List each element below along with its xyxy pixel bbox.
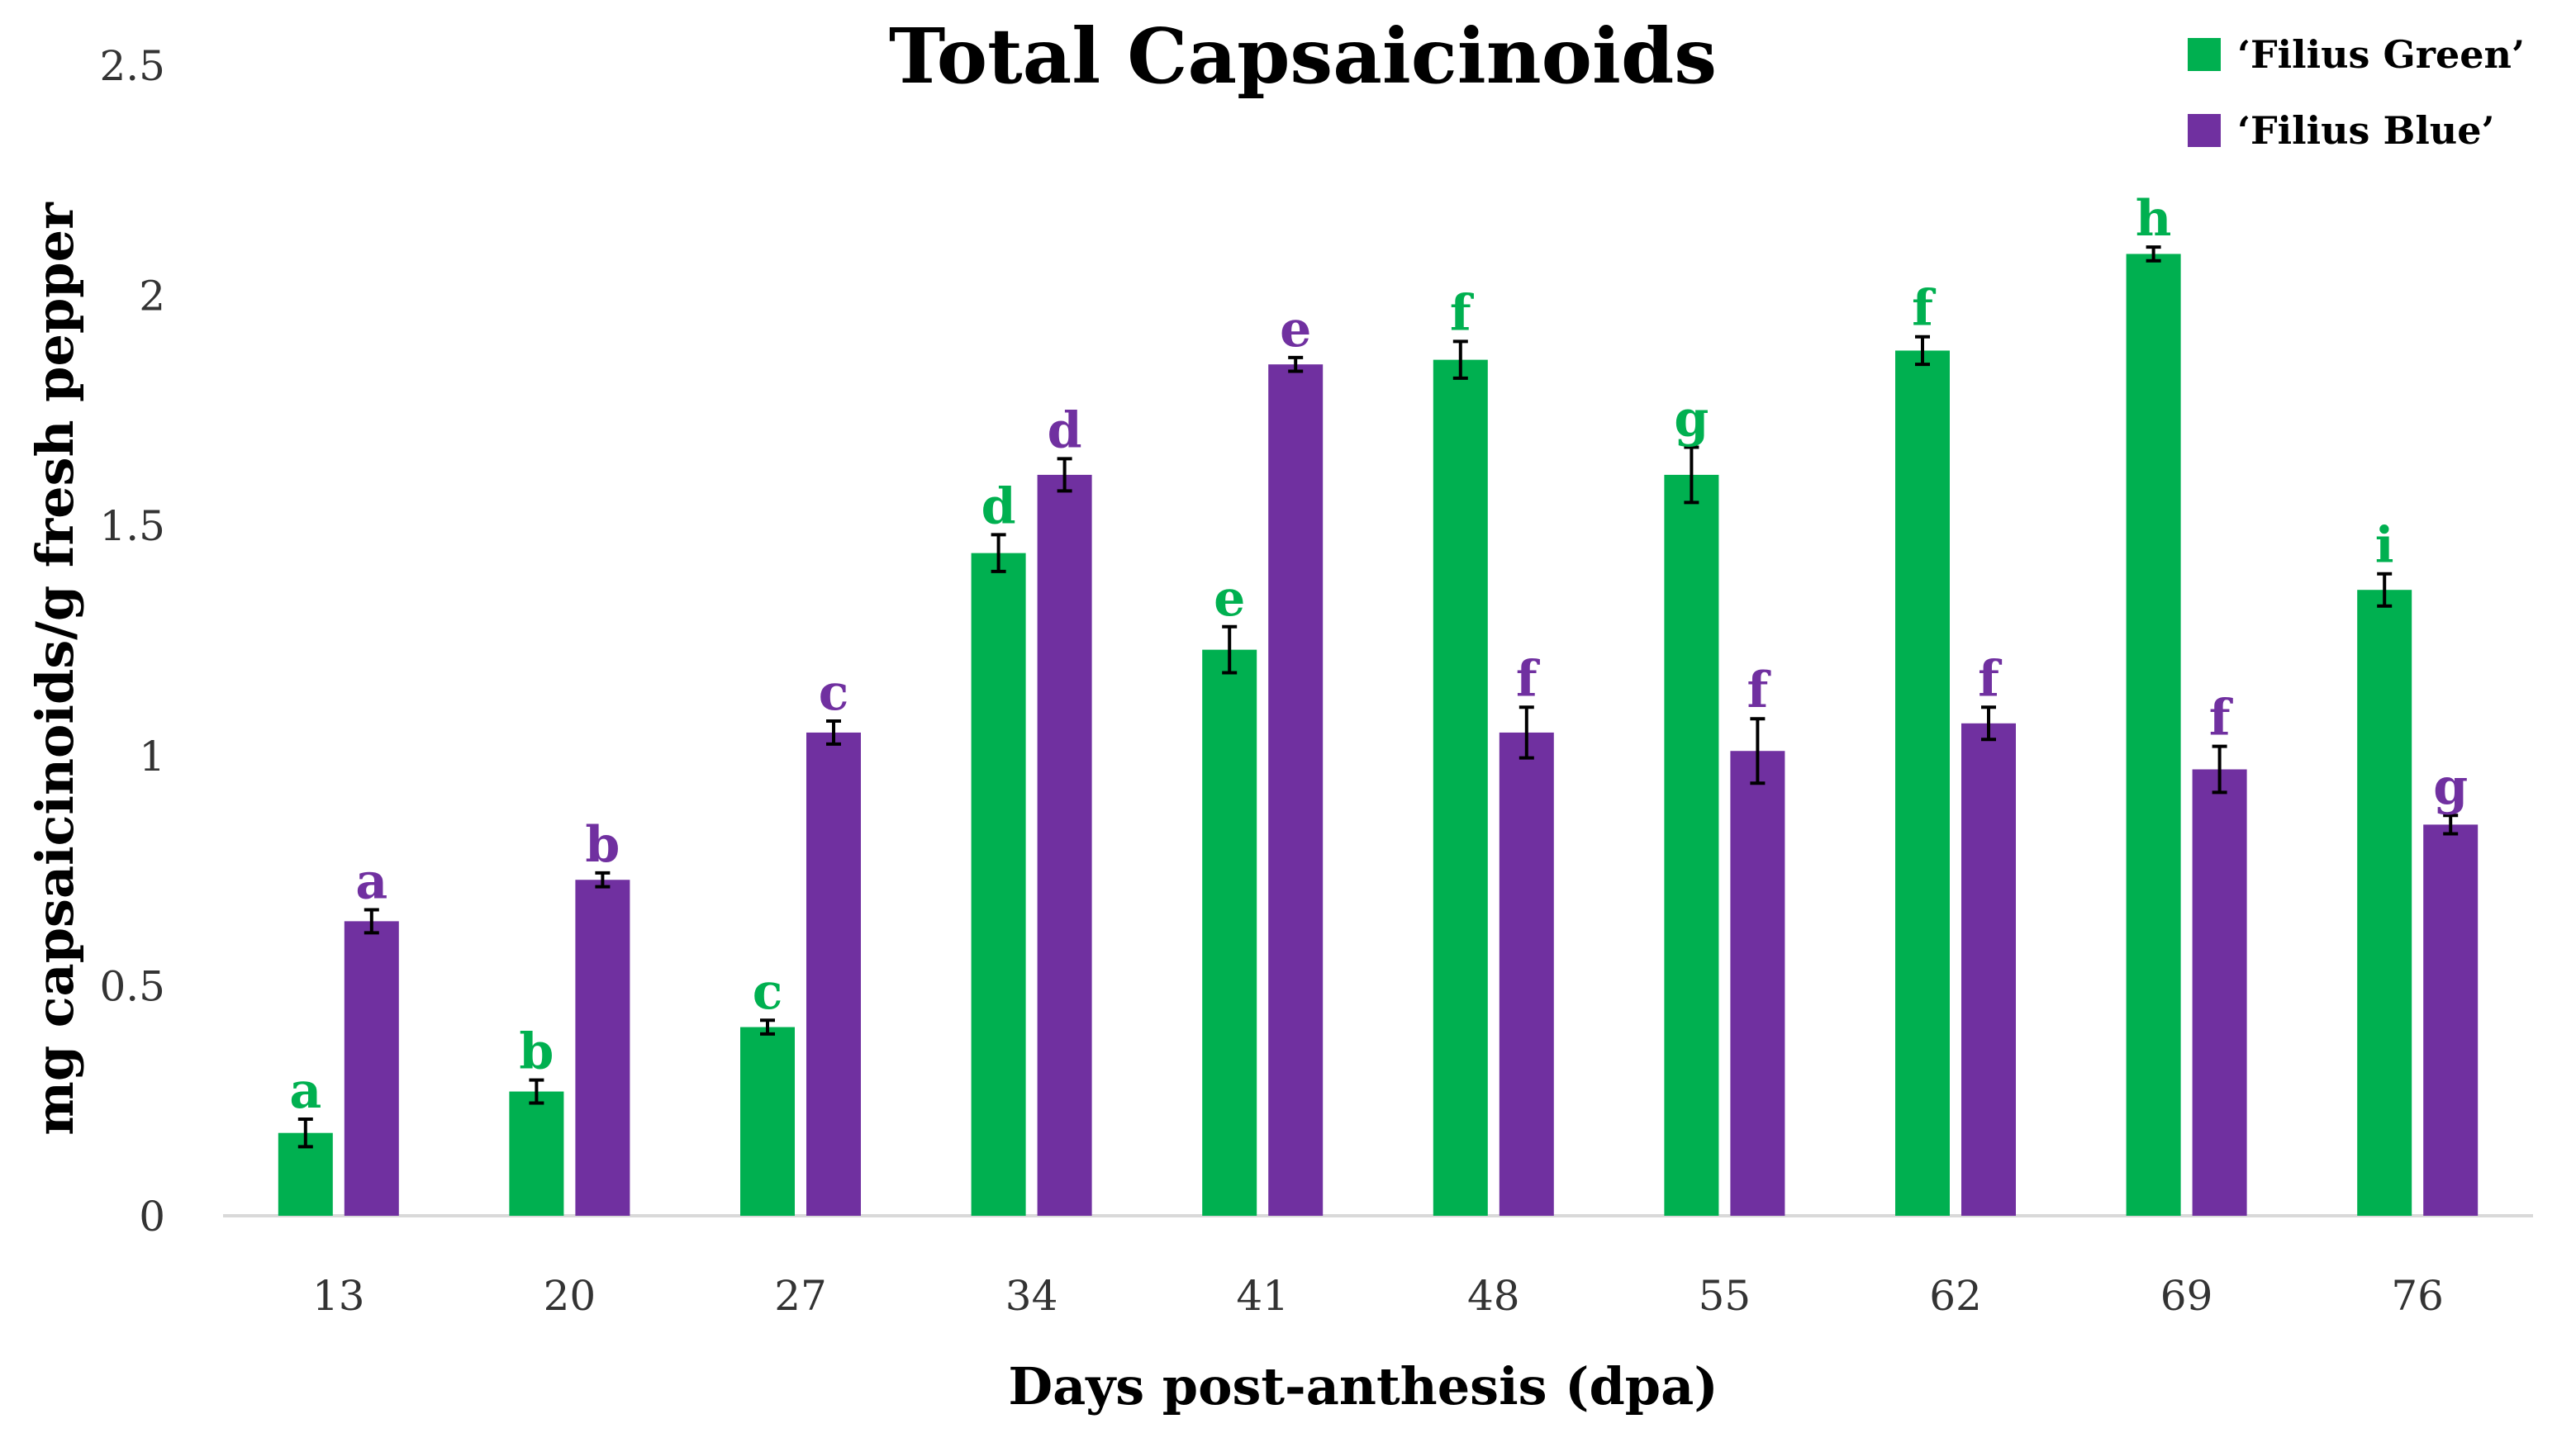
y-tick-label: 1.5 — [99, 502, 165, 550]
x-tick-label: 48 — [1467, 1272, 1520, 1320]
bar-filius-green — [509, 1091, 564, 1216]
significance-label: b — [585, 816, 620, 874]
y-axis-label: mg capsaicinoids/g fresh pepper — [25, 202, 85, 1136]
bar-filius-blue — [2423, 824, 2479, 1216]
legend-swatch-purple — [2188, 114, 2221, 147]
bar-group: cc — [740, 664, 861, 1216]
y-tick-label: 1 — [139, 733, 165, 781]
bar-group: bb — [509, 816, 630, 1216]
significance-label: i — [2375, 517, 2394, 575]
y-tick-label: 2.5 — [99, 42, 165, 90]
bar-group: ff — [1433, 284, 1554, 1216]
significance-label: c — [753, 963, 783, 1021]
significance-label: d — [1048, 401, 1082, 459]
legend-label-green: ‘Filius Green’ — [2237, 32, 2525, 77]
x-axis-label: Days post-anthesis (dpa) — [1008, 1356, 1718, 1416]
significance-label: a — [355, 852, 387, 910]
significance-label: f — [1450, 284, 1475, 342]
bar-filius-blue — [344, 921, 399, 1216]
bar-filius-blue — [2192, 769, 2247, 1216]
x-tick-label: 13 — [312, 1272, 365, 1320]
y-tick-label: 0 — [139, 1193, 165, 1241]
bar-filius-blue — [1268, 364, 1324, 1217]
x-tick-label: 27 — [774, 1272, 827, 1320]
bar-group: gf — [1664, 390, 1785, 1216]
x-tick-label: 20 — [544, 1272, 596, 1320]
significance-label: f — [1912, 280, 1937, 338]
bar-filius-blue — [575, 880, 630, 1216]
significance-label: h — [2136, 190, 2172, 248]
y-tick-label: 2 — [139, 273, 165, 320]
significance-label: f — [1747, 662, 1771, 719]
bar-group: ff — [1895, 280, 2016, 1216]
significance-label: f — [1978, 650, 2003, 708]
x-tick-label: 55 — [1699, 1272, 1751, 1320]
y-tick-label: 0.5 — [99, 962, 165, 1010]
x-tick-label: 41 — [1236, 1272, 1289, 1320]
significance-label: a — [289, 1062, 321, 1120]
bar-filius-blue — [1730, 751, 1785, 1216]
significance-label: c — [819, 664, 849, 722]
bar-group: aa — [278, 852, 399, 1216]
x-tick-label: 34 — [1005, 1272, 1058, 1320]
significance-label: g — [1674, 390, 1709, 448]
bar-filius-green — [1895, 350, 1950, 1216]
y-axis-ticks: 0 0.5 1 1.5 2 2.5 — [99, 42, 165, 1241]
significance-label: b — [519, 1023, 554, 1081]
bar-filius-green — [1202, 649, 1257, 1216]
significance-label: e — [1214, 570, 1245, 628]
bar-filius-green — [971, 553, 1026, 1216]
bar-group: hf — [2126, 190, 2247, 1216]
significance-label: e — [1280, 301, 1311, 358]
x-tick-label: 69 — [2160, 1272, 2213, 1320]
bar-filius-green — [1664, 474, 1719, 1216]
bar-group: dd — [971, 401, 1092, 1216]
bar-group: ee — [1202, 301, 1324, 1217]
bar-filius-green — [740, 1027, 795, 1216]
bar-group: ig — [2357, 517, 2479, 1216]
x-tick-label: 62 — [1929, 1272, 1982, 1320]
bar-filius-blue — [1499, 732, 1554, 1216]
significance-label: d — [981, 477, 1016, 535]
bar-filius-blue — [1037, 474, 1092, 1216]
bar-filius-green — [2357, 590, 2412, 1216]
x-tick-label: 76 — [2391, 1272, 2444, 1320]
bar-filius-blue — [1961, 723, 2016, 1216]
significance-label: f — [1516, 650, 1541, 708]
significance-label: f — [2209, 690, 2234, 747]
bar-filius-green — [2126, 254, 2181, 1216]
significance-label: g — [2433, 758, 2468, 816]
legend-label-purple: ‘Filius Blue’ — [2237, 108, 2495, 153]
legend: ‘Filius Green’ ‘Filius Blue’ — [2188, 32, 2525, 153]
chart-title: Total Capsaicinoids — [889, 12, 1717, 101]
x-axis-ticks: 13 20 27 34 41 48 55 62 69 76 — [312, 1272, 2444, 1320]
legend-swatch-green — [2188, 38, 2221, 71]
bar-filius-green — [1433, 359, 1488, 1216]
bar-filius-blue — [806, 732, 861, 1216]
